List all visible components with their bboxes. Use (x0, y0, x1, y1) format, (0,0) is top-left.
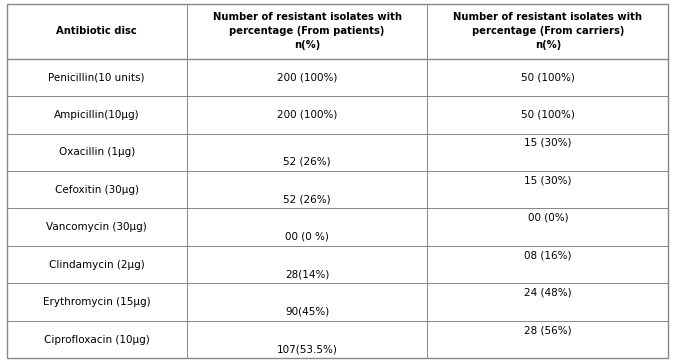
Text: Ciprofloxacin (10µg): Ciprofloxacin (10µg) (44, 334, 150, 345)
Text: 52 (26%): 52 (26%) (284, 194, 331, 204)
Text: 00 (0 %): 00 (0 %) (285, 232, 329, 241)
Text: 08 (16%): 08 (16%) (524, 250, 572, 260)
Text: Oxacillin (1µg): Oxacillin (1µg) (59, 147, 135, 157)
Text: 28 (56%): 28 (56%) (524, 325, 572, 335)
Text: 200 (100%): 200 (100%) (277, 72, 338, 82)
Text: 00 (0%): 00 (0%) (528, 213, 568, 223)
Text: 90(45%): 90(45%) (285, 307, 329, 316)
Text: 107(53.5%): 107(53.5%) (277, 344, 338, 354)
Text: 200 (100%): 200 (100%) (277, 110, 338, 120)
Text: Ampicillin(10µg): Ampicillin(10µg) (54, 110, 140, 120)
Text: 28(14%): 28(14%) (285, 269, 329, 279)
Text: Cefoxitin (30µg): Cefoxitin (30µg) (55, 185, 139, 195)
Text: 50 (100%): 50 (100%) (521, 110, 575, 120)
Text: Penicillin(10 units): Penicillin(10 units) (49, 72, 145, 82)
Text: 52 (26%): 52 (26%) (284, 157, 331, 167)
Text: Antibiotic disc: Antibiotic disc (56, 26, 137, 36)
Text: Number of resistant isolates with
percentage (From patients)
n(%): Number of resistant isolates with percen… (213, 12, 402, 50)
Text: 15 (30%): 15 (30%) (524, 175, 572, 185)
Text: Clindamycin (2µg): Clindamycin (2µg) (49, 260, 144, 270)
Text: 24 (48%): 24 (48%) (524, 288, 572, 298)
Text: Vancomycin (30µg): Vancomycin (30µg) (47, 222, 147, 232)
Text: Number of resistant isolates with
percentage (From carriers)
n(%): Number of resistant isolates with percen… (454, 12, 643, 50)
Text: 15 (30%): 15 (30%) (524, 138, 572, 148)
Text: Erythromycin (15µg): Erythromycin (15µg) (43, 297, 151, 307)
Text: 50 (100%): 50 (100%) (521, 72, 575, 82)
